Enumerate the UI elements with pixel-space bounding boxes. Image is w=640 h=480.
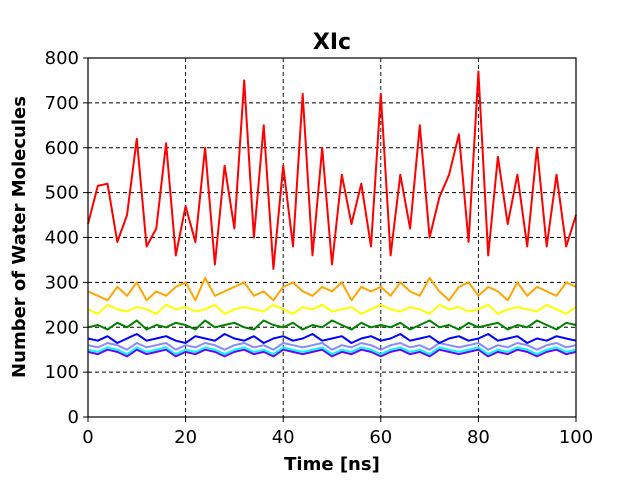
- x-tick-label: 100: [559, 427, 593, 448]
- y-axis-label: Number of Water Molecules: [9, 96, 30, 378]
- x-tick-label: 60: [369, 427, 392, 448]
- series-line-orange: [87, 276, 577, 302]
- y-tick-label: 200: [45, 317, 79, 338]
- y-tick-label: 400: [45, 228, 79, 249]
- series-line-cyan: [87, 346, 577, 356]
- chart-title: XIc: [313, 30, 351, 55]
- y-tick-label: 600: [45, 138, 79, 159]
- series-line-lightslateblue: [87, 342, 577, 351]
- x-tick-label: 80: [467, 427, 490, 448]
- x-tick-label: 20: [174, 427, 197, 448]
- y-tick-label: 0: [68, 407, 79, 428]
- x-axis-label: Time [ns]: [284, 454, 380, 475]
- y-tick-label: 700: [45, 93, 79, 114]
- x-axis: 0 20 40 60 80 100: [82, 417, 593, 448]
- series-line-yellow: [87, 303, 577, 315]
- x-tick-label: 40: [272, 427, 295, 448]
- series-line-green: [87, 319, 577, 331]
- y-tick-label: 100: [45, 362, 79, 383]
- series-line-violet: [87, 348, 577, 358]
- y-tick-label: 800: [45, 48, 79, 69]
- series-layer: [87, 70, 577, 358]
- series-line-blue: [87, 333, 577, 344]
- series-line-red: [87, 70, 577, 270]
- y-tick-label: 500: [45, 183, 79, 204]
- y-axis: 0 100 200 300 400 500 600 700 800: [45, 48, 88, 428]
- x-tick-label: 0: [82, 427, 93, 448]
- grid: [88, 58, 576, 417]
- y-tick-label: 300: [45, 272, 79, 293]
